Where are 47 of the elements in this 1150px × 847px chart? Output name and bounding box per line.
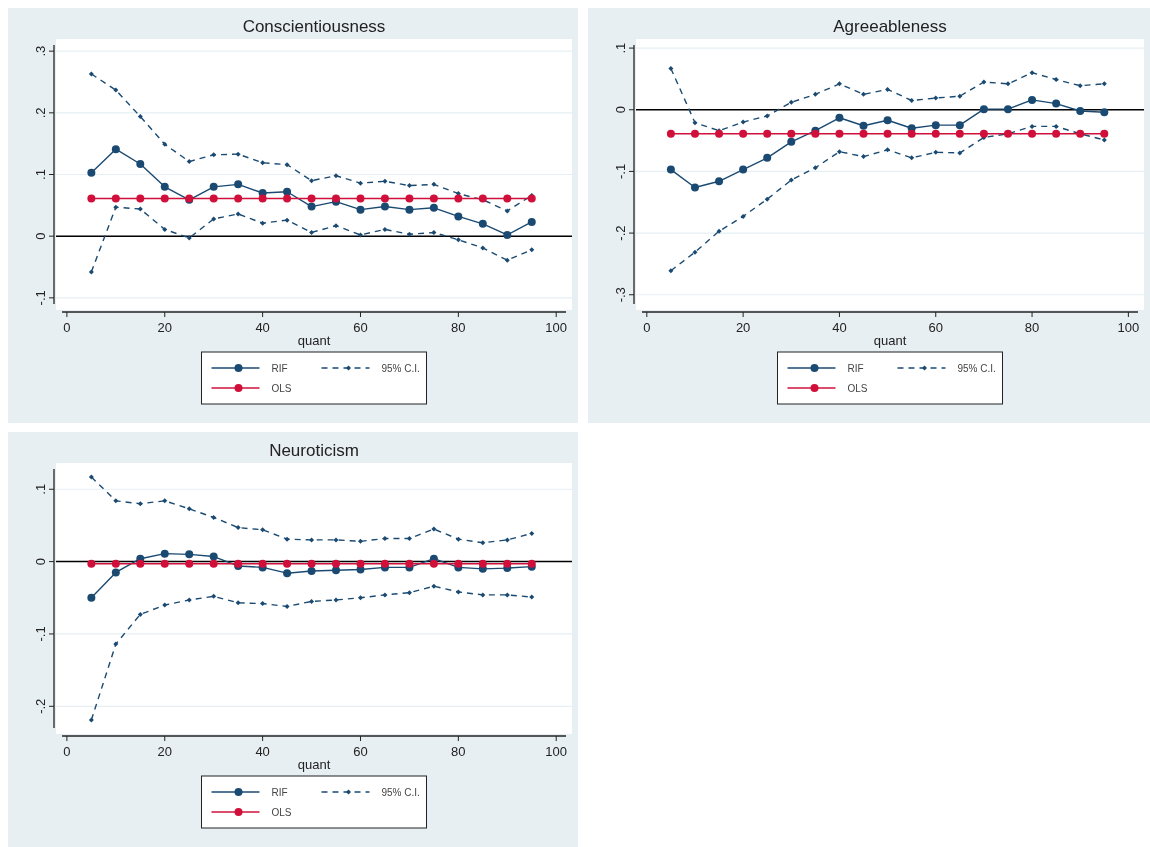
y-tick-label: -.3 <box>613 287 628 303</box>
legend-label: 95% C.I. <box>381 787 420 798</box>
x-tick-label: 60 <box>928 320 943 335</box>
x-tick-label: 80 <box>1024 320 1040 335</box>
legend-label: RIF <box>271 787 288 798</box>
x-axis-title: quant <box>873 333 907 348</box>
y-tick-label: 0 <box>33 557 48 566</box>
legend-label: 95% C.I. <box>957 363 996 374</box>
x-tick-label: 0 <box>643 320 651 335</box>
x-tick-label: 20 <box>157 320 172 335</box>
x-axis-title: quant <box>297 333 331 348</box>
x-tick-label: 0 <box>63 744 71 759</box>
x-tick-label: 80 <box>451 744 466 759</box>
y-tick-label: .1 <box>613 42 628 54</box>
x-axis-title: quant <box>297 757 331 772</box>
x-tick-label: 0 <box>63 320 71 335</box>
y-tick-label: .3 <box>33 45 48 57</box>
y-tick-label: -.1 <box>33 290 48 306</box>
x-tick-label: 40 <box>255 744 270 759</box>
chart-title: Conscientiousness <box>242 17 386 36</box>
legend-label: OLS <box>847 383 868 394</box>
x-tick-label: 40 <box>255 320 270 335</box>
legend-label: OLS <box>271 807 292 818</box>
x-tick-label: 20 <box>735 320 751 335</box>
x-tick-label: 100 <box>1117 320 1140 335</box>
y-tick-label: -.1 <box>33 626 48 642</box>
x-tick-label: 60 <box>353 320 368 335</box>
legend-label: 95% C.I. <box>381 363 420 374</box>
y-tick-label: -.1 <box>613 163 628 179</box>
x-tick-label: 100 <box>545 320 568 335</box>
legend-label: RIF <box>271 363 288 374</box>
y-tick-label: 0 <box>613 106 628 114</box>
chart-title: Agreeableness <box>833 17 947 36</box>
y-tick-label: -.2 <box>613 225 628 241</box>
legend-label: RIF <box>847 363 864 374</box>
legend-label: OLS <box>271 383 292 394</box>
chart-title: Neuroticism <box>269 441 359 460</box>
y-tick-label: .1 <box>33 483 48 495</box>
y-tick-label: 0 <box>33 232 48 240</box>
x-tick-label: 20 <box>157 744 172 759</box>
y-tick-label: .1 <box>33 169 48 180</box>
y-tick-label: -.2 <box>33 698 48 714</box>
x-tick-label: 40 <box>832 320 847 335</box>
x-tick-label: 80 <box>451 320 466 335</box>
x-tick-label: 100 <box>545 744 568 759</box>
x-tick-label: 60 <box>353 744 368 759</box>
y-tick-label: .2 <box>33 107 48 119</box>
